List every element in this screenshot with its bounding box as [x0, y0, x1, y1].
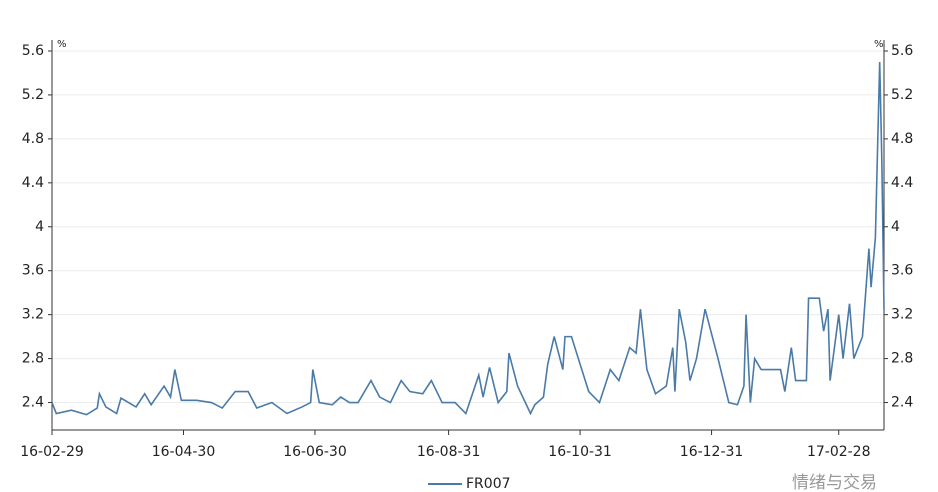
y2-tick-label: 5.6: [891, 43, 913, 59]
y2-tick-label: 4: [891, 219, 900, 235]
y-tick-label: 4: [35, 219, 44, 235]
watermark: 情绪与交易: [792, 473, 877, 492]
y2-tick-label: 3.6: [891, 263, 913, 279]
y-tick-label: 4.8: [22, 131, 44, 147]
y-tick-label: 5.6: [22, 43, 44, 59]
x-tick-label: 16-08-31: [417, 444, 481, 460]
x-tick-label: 16-12-31: [680, 444, 744, 460]
y-tick-label: 2.8: [22, 351, 44, 367]
y2-tick-label: 5.2: [891, 87, 913, 103]
y2-tick-label: 2.4: [891, 395, 913, 411]
y2-tick-label: 4.4: [891, 175, 913, 191]
y2-tick-label: 3.2: [891, 307, 913, 323]
x-tick-label: 17-02-28: [807, 444, 871, 460]
x-tick-label: 16-10-31: [548, 444, 612, 460]
y2-tick-label: 4.8: [891, 131, 913, 147]
y-tick-label: 5.2: [22, 87, 44, 103]
legend-label: FR007: [466, 476, 511, 492]
x-tick-label: 16-02-29: [20, 444, 84, 460]
x-tick-label: 16-06-30: [283, 444, 347, 460]
y-tick-label: 3.6: [22, 263, 44, 279]
y-tick-label: 3.2: [22, 307, 44, 323]
line-series: [51, 61, 885, 416]
y-unit: %: [57, 39, 67, 50]
y-tick-label: 4.4: [22, 175, 44, 191]
y2-tick-label: 2.8: [891, 351, 913, 367]
y2-unit: %: [874, 39, 884, 50]
y-tick-label: 2.4: [22, 395, 44, 411]
x-tick-label: 16-04-30: [152, 444, 216, 460]
